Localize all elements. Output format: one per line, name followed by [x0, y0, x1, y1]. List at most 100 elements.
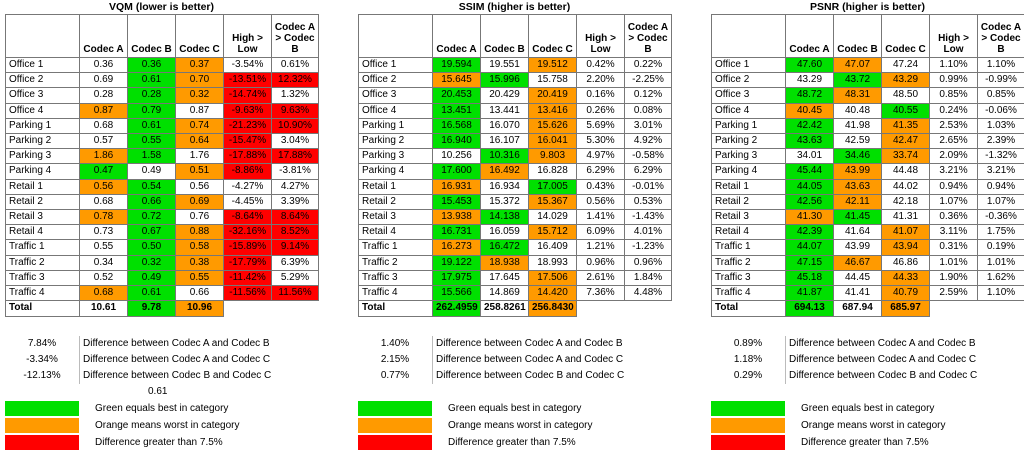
table-cell: 0.52 — [79, 269, 128, 287]
table-cell: 0.55 — [127, 133, 176, 150]
row-label: Traffic 4 — [711, 285, 786, 302]
table-cell: 41.87 — [785, 285, 834, 302]
total-label: Total — [358, 300, 433, 317]
total-cell: 9.78 — [127, 300, 176, 317]
table-cell: 43.63 — [785, 133, 834, 150]
table-cell: 10.90% — [271, 117, 319, 135]
legend-swatch — [358, 418, 432, 433]
legend-item: Difference greater than 7.5% — [358, 434, 671, 451]
row-label: Office 4 — [358, 102, 433, 119]
table-row: Parking 2 16.940 16.107 16.041 5.30% 4.92% — [358, 133, 672, 150]
table-cell: 41.30 — [785, 209, 834, 226]
table-cell: 1.86 — [79, 148, 128, 165]
table-cell: 17.88% — [271, 148, 319, 165]
table-cell: 0.12% — [624, 87, 672, 104]
table-cell: 0.43% — [576, 178, 625, 195]
stray-value: 0.61 — [148, 386, 168, 397]
row-label: Office 3 — [711, 87, 786, 104]
row-label: Traffic 1 — [5, 239, 80, 256]
difference-text: Difference between Codec A and Codec B — [432, 336, 671, 352]
row-label: Parking 3 — [5, 148, 80, 165]
legend-item: Orange means worst in category — [711, 417, 1024, 434]
table-row: Office 4 40.45 40.48 40.55 0.24% -0.06% — [711, 102, 1024, 119]
empty-cell — [577, 301, 625, 317]
table-cell: 0.61 — [127, 285, 176, 302]
table-row: Traffic 1 0.55 0.50 0.58 -15.89% 9.14% — [5, 239, 319, 256]
table-cell: 2.65% — [929, 133, 978, 150]
table-cell: 0.69 — [79, 72, 128, 89]
legend-item: Difference greater than 7.5% — [711, 434, 1024, 451]
column-header: Codec B — [480, 14, 529, 58]
difference-row: 1.18% Difference between Codec A and Code… — [711, 352, 1024, 368]
difference-row: 2.15% Difference between Codec A and Code… — [358, 352, 671, 368]
table-cell: 0.94% — [977, 178, 1024, 195]
row-label: Traffic 1 — [711, 239, 786, 256]
table-cell: 2.39% — [977, 133, 1024, 150]
table-cell: 0.32 — [127, 254, 176, 271]
difference-value: 0.29% — [733, 370, 763, 381]
table-cell: 0.87 — [175, 102, 224, 119]
difference-text: Difference between Codec A and Codec C — [432, 352, 671, 368]
table-row: Retail 2 15.453 15.372 15.367 0.56% 0.53% — [358, 193, 672, 211]
total-row: Total 694.13 687.94 685.97 — [711, 300, 1024, 317]
table-cell: 47.60 — [785, 56, 834, 74]
table-cell: 0.34 — [79, 254, 128, 271]
table-cell: 0.57 — [79, 133, 128, 150]
vqm-legend: Green equals best in category Orange mean… — [5, 400, 318, 451]
table-cell: 0.55 — [175, 269, 224, 287]
table-cell: 1.90% — [929, 269, 978, 287]
total-cell: 256.8430 — [528, 300, 577, 317]
legend-swatch — [5, 418, 79, 433]
table-cell: 12.32% — [271, 72, 319, 89]
table-cell: 16.273 — [432, 239, 481, 256]
table-cell: 1.21% — [576, 239, 625, 256]
table-row: Parking 1 42.42 41.98 41.35 2.53% 1.03% — [711, 117, 1024, 135]
table-cell: -8.86% — [223, 163, 272, 180]
row-label: Parking 4 — [711, 163, 786, 180]
table-cell: 1.32% — [271, 87, 319, 104]
table-cell: 1.10% — [977, 285, 1024, 302]
row-label: Traffic 2 — [711, 254, 786, 271]
table-cell: -0.01% — [624, 178, 672, 195]
table-cell: 1.10% — [977, 56, 1024, 74]
column-header — [358, 14, 433, 58]
legend-item: Green equals best in category — [711, 400, 1024, 417]
column-header: Codec A — [79, 14, 128, 58]
table-cell: 14.138 — [480, 209, 529, 226]
psnr-title: PSNR (higher is better) — [810, 1, 925, 13]
empty-cell — [272, 301, 319, 317]
column-header: Codec A > Codec B — [977, 14, 1024, 58]
empty-cell — [978, 301, 1024, 317]
column-header: Codec B — [833, 14, 882, 58]
column-header: High > Low — [929, 14, 978, 58]
table-cell: 45.18 — [785, 269, 834, 287]
row-label: Traffic 3 — [711, 269, 786, 287]
table-cell: 44.07 — [785, 239, 834, 256]
table-cell: 0.66 — [127, 193, 176, 211]
row-label: Office 1 — [5, 56, 80, 74]
total-row: Total 10.61 9.78 10.96 — [5, 300, 319, 317]
table-cell: 42.47 — [881, 133, 930, 150]
table-cell: 16.059 — [480, 224, 529, 241]
legend-swatch — [358, 401, 432, 416]
table-cell: 16.070 — [480, 117, 529, 135]
difference-value: -3.34% — [26, 354, 58, 365]
table-cell: 15.372 — [480, 193, 529, 211]
table-cell: -0.06% — [977, 102, 1024, 119]
table-cell: 2.53% — [929, 117, 978, 135]
table-cell: 16.940 — [432, 133, 481, 150]
table-cell: 16.934 — [480, 178, 529, 195]
table-cell: 44.05 — [785, 178, 834, 195]
table-cell: 43.72 — [833, 72, 882, 89]
table-cell: 42.56 — [785, 193, 834, 211]
table-cell: 41.07 — [881, 224, 930, 241]
table-cell: 16.472 — [480, 239, 529, 256]
table-cell: -21.23% — [223, 117, 272, 135]
table-row: Traffic 4 41.87 41.41 40.79 2.59% 1.10% — [711, 285, 1024, 302]
row-label: Retail 2 — [711, 193, 786, 211]
table-cell: 9.14% — [271, 239, 319, 256]
table-row: Parking 3 10.256 10.316 9.803 4.97% -0.58% — [358, 148, 672, 165]
table-row: Parking 1 0.68 0.61 0.74 -21.23% 10.90% — [5, 117, 319, 135]
table-cell: 17.506 — [528, 269, 577, 287]
table-cell: 34.01 — [785, 148, 834, 165]
